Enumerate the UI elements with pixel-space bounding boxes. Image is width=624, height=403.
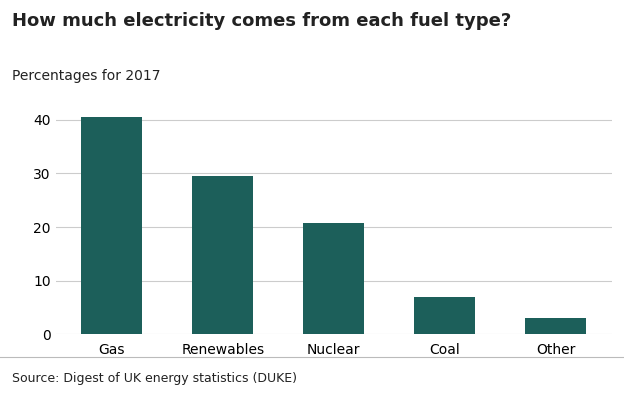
Bar (414, 297, 475, 334)
Text: How much electricity comes from each fuel type?: How much electricity comes from each fue… (12, 12, 512, 30)
Text: B: B (573, 371, 583, 384)
Bar (192, 176, 253, 334)
Text: Percentages for 2017: Percentages for 2017 (12, 69, 161, 83)
Text: Source: Digest of UK energy statistics (DUKE): Source: Digest of UK energy statistics (… (12, 372, 298, 384)
Text: B: B (547, 371, 557, 384)
Bar (525, 318, 587, 334)
Text: C: C (600, 371, 608, 384)
Bar (303, 223, 364, 334)
Bar (81, 117, 142, 334)
